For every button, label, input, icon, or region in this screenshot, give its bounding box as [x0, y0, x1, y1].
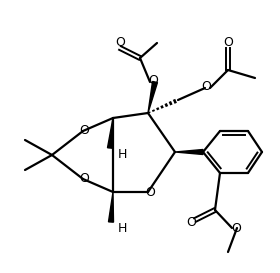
Text: O: O	[79, 173, 89, 185]
Text: O: O	[79, 124, 89, 138]
Text: O: O	[201, 81, 211, 93]
Text: O: O	[115, 37, 125, 49]
Polygon shape	[109, 192, 113, 222]
Polygon shape	[108, 118, 113, 148]
Text: O: O	[223, 37, 233, 49]
Text: O: O	[186, 215, 196, 229]
Polygon shape	[175, 150, 203, 155]
Text: O: O	[231, 221, 241, 235]
Text: H: H	[117, 221, 127, 235]
Text: O: O	[145, 185, 155, 198]
Text: O: O	[148, 75, 158, 88]
Text: H: H	[117, 147, 127, 161]
Polygon shape	[148, 81, 157, 113]
